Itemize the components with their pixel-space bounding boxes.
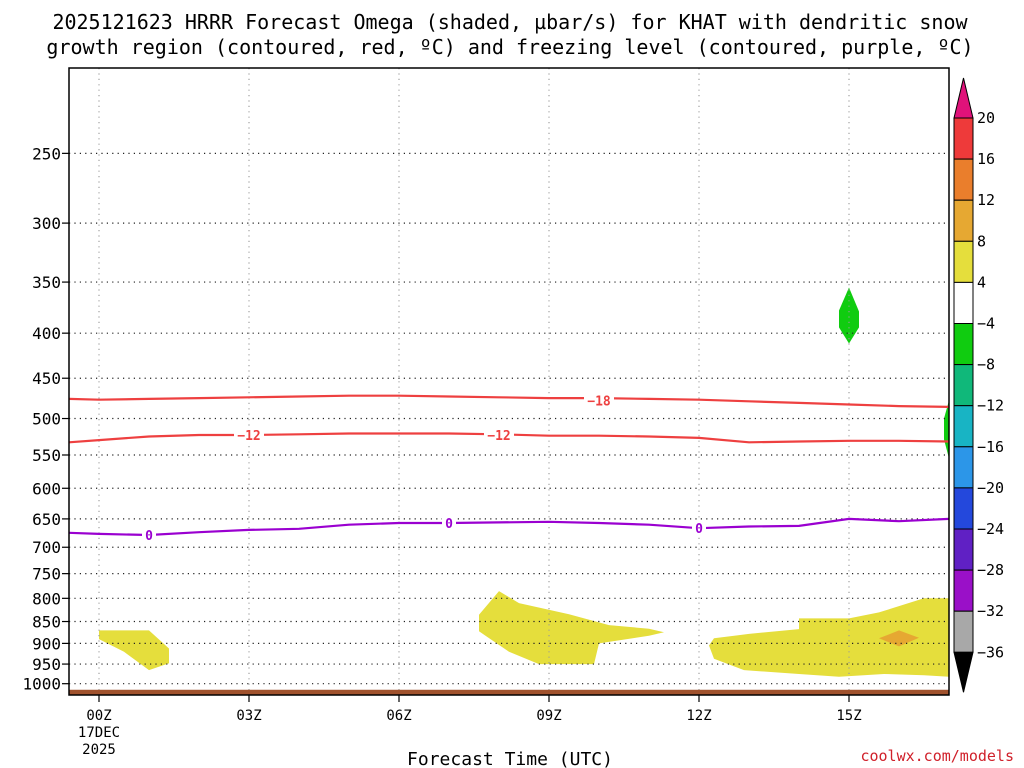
credit-text: coolwx.com/models <box>860 747 1014 765</box>
x-axis-label: Forecast Time (UTC) <box>407 749 613 768</box>
colorbar-tick-label-10: −24 <box>977 520 1004 538</box>
y-tick-label-500: 500 <box>32 410 61 429</box>
colorbar-tick-label-8: −16 <box>977 438 1004 456</box>
colorbar-swatch--20--16 <box>953 446 974 489</box>
y-tick-label-700: 700 <box>32 538 61 557</box>
x-tick-label-09Z: 09Z <box>536 708 561 724</box>
y-tick-label-850: 850 <box>32 613 61 632</box>
plot-area: −18 −12 −12 0 0 0 <box>68 67 950 696</box>
colorbar-swatch-16-20 <box>953 117 974 160</box>
contour-label-0-2: 0 <box>695 522 703 537</box>
y-tick-label-800: 800 <box>32 589 61 608</box>
y-tick-label-600: 600 <box>32 479 61 498</box>
omega-region-0 <box>99 630 169 671</box>
x-tick-label-12Z: 12Z <box>686 708 711 724</box>
colorbar-under-triangle <box>953 651 974 693</box>
plot-frame <box>68 67 950 696</box>
colorbar-swatch--8--4 <box>953 323 974 366</box>
y-tick-label-750: 750 <box>32 565 61 584</box>
chart-title-line-1: 2025121623 HRRR Forecast Omega (shaded, … <box>52 10 968 34</box>
colorbar-swatch--4-4 <box>953 281 974 324</box>
contour-label--12-0: −12 <box>237 429 260 444</box>
colorbar-tick-label-11: −28 <box>977 561 1004 579</box>
contour-label-bg--18-0 <box>584 392 614 408</box>
y-tick-label-900: 900 <box>32 634 61 653</box>
colorbar: 20 16 12 8 4 −4 −8 −12 −16 −20 −24 −28 −32 −36 <box>953 77 1004 693</box>
colorbar-tick-label-5: −4 <box>977 315 995 333</box>
colorbar-swatch--24--20 <box>953 487 974 530</box>
colorbar-swatch--32--28 <box>953 569 974 612</box>
contour-label--18-0: −18 <box>587 395 611 410</box>
contour-label-bg--12-0 <box>234 427 264 443</box>
y-tick-label-350: 350 <box>32 273 61 292</box>
x-tick-label-06Z: 06Z <box>386 708 411 724</box>
contour-label-0-0: 0 <box>145 529 153 544</box>
y-tick-label-950: 950 <box>32 655 61 674</box>
colorbar-tick-label-4: 4 <box>977 273 986 291</box>
contour-label-0-1: 0 <box>445 517 453 532</box>
y-tick-label-450: 450 <box>32 369 61 388</box>
omega-region-4 <box>839 287 859 344</box>
omega-region-2 <box>709 598 949 677</box>
contour-line-0 <box>68 517 950 537</box>
colorbar-swatch--36--32 <box>953 610 974 653</box>
colorbar-tick-label-7: −12 <box>977 397 1004 415</box>
colorbar-tick-label-0: 20 <box>977 109 995 127</box>
x-tick-label-15Z: 15Z <box>836 708 861 724</box>
colorbar-tick-label-3: 8 <box>977 232 986 250</box>
x-tick-label-00Z: 00Z <box>86 708 111 724</box>
y-tick-label-1000: 1000 <box>22 675 61 694</box>
chart-title-line-2: growth region (contoured, red, ºC) and f… <box>46 35 973 59</box>
omega-region-5 <box>944 400 949 459</box>
colorbar-tick-label-9: −20 <box>977 479 1004 497</box>
contour-label-bg-0-1 <box>442 514 456 530</box>
omega-region-1 <box>479 591 664 665</box>
x-tick-sublabel-year: 2025 <box>82 742 116 758</box>
grid-lines <box>69 68 949 695</box>
contour-label-bg-0-0 <box>142 527 156 543</box>
omega-shaded-regions <box>99 287 949 677</box>
x-tick-sublabel-date: 17DEC <box>78 725 120 741</box>
contour-line--18 <box>68 394 950 408</box>
contour-label-bg-0-2 <box>692 520 706 536</box>
y-axis: 250 300 350 400 450 500 550 600 650 700 750 800 850 9… <box>22 144 69 694</box>
colorbar-tick-label-13: −36 <box>977 643 1004 661</box>
y-tick-label-650: 650 <box>32 510 61 529</box>
colorbar-swatch--12--8 <box>953 364 974 407</box>
y-tick-label-400: 400 <box>32 324 61 343</box>
x-tick-label-03Z: 03Z <box>236 708 261 724</box>
colorbar-swatch-4-8 <box>953 240 974 283</box>
contour-label-bg--12-1 <box>484 427 514 443</box>
colorbar-tick-label-1: 16 <box>977 150 995 168</box>
contour-label--12-1: −12 <box>487 429 510 444</box>
colorbar-swatch-12-16 <box>953 158 974 201</box>
y-tick-label-550: 550 <box>32 446 61 465</box>
temperature-contours: −18 −12 −12 0 0 0 <box>68 392 950 544</box>
y-tick-label-250: 250 <box>32 144 61 163</box>
colorbar-tick-label-2: 12 <box>977 191 995 209</box>
colorbar-over-triangle <box>953 77 974 119</box>
colorbar-swatch--16--12 <box>953 405 974 448</box>
y-tick-label-300: 300 <box>32 214 61 233</box>
colorbar-swatch--28--24 <box>953 528 974 571</box>
colorbar-tick-label-6: −8 <box>977 356 995 374</box>
colorbar-swatch-8-12 <box>953 199 974 242</box>
plot-background <box>69 68 949 695</box>
ground-band <box>69 689 949 695</box>
colorbar-tick-label-12: −32 <box>977 602 1004 620</box>
omega-region-3 <box>879 630 919 647</box>
